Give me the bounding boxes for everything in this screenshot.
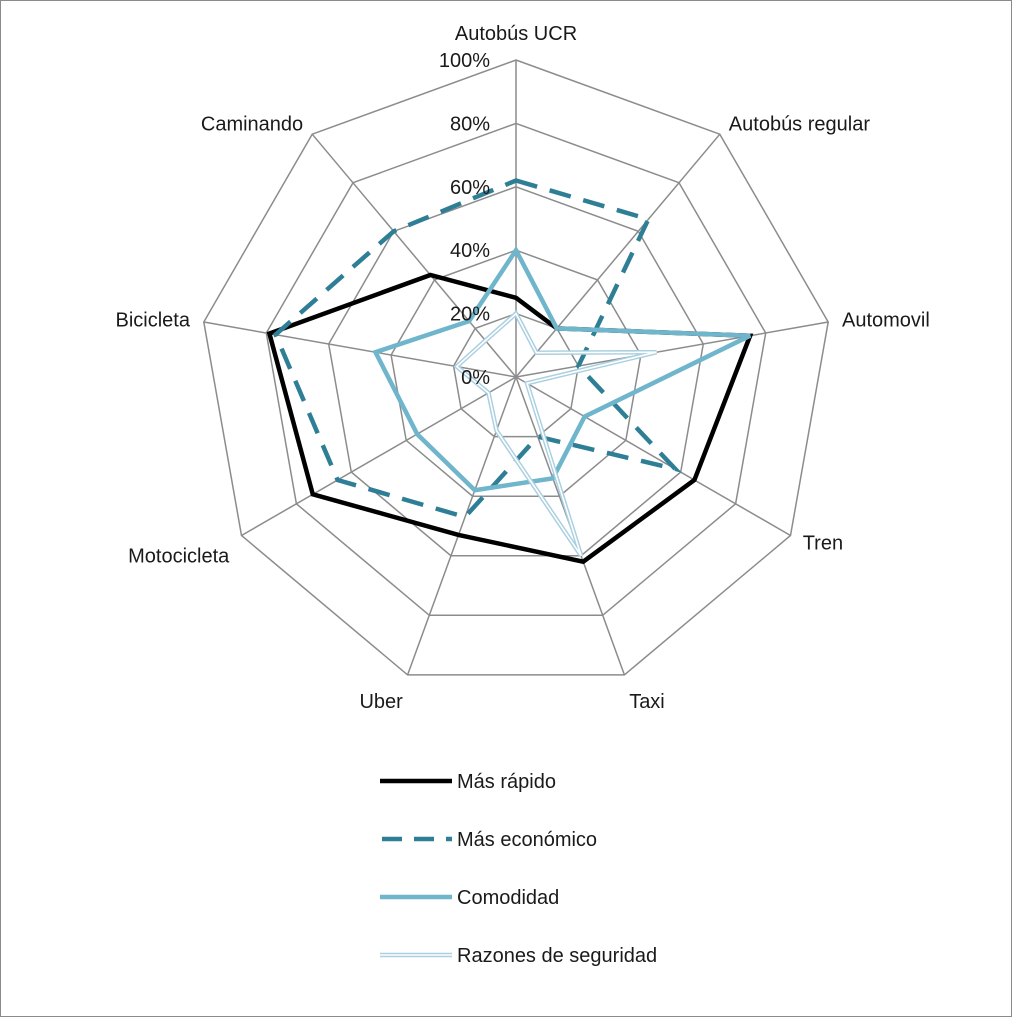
tick-label-3: 60% (450, 177, 490, 199)
category-label-autobus-regular: Autobús regular (729, 113, 871, 135)
legend-item-mas-economico: Más económico (382, 829, 597, 851)
legend-label: Comodidad (457, 887, 559, 909)
category-labels: Autobús UCR Autobús regular Automovil Tren T… (116, 23, 930, 713)
category-label-uber: Uber (359, 691, 403, 713)
legend-item-mas-rapido: Más rápido (380, 771, 556, 793)
spoke-motocicleta (241, 376, 517, 537)
legend: Más rápido Más económico Comodidad Razones … (380, 771, 657, 967)
tick-label-2: 40% (450, 240, 490, 262)
grid-ring-3 (327, 186, 705, 557)
series-razones-de-seguridad-inner (455, 312, 657, 557)
radar-grid (203, 59, 829, 676)
series-mas-economico (272, 178, 682, 520)
category-label-tren: Tren (803, 533, 843, 555)
tick-label-1: 20% (450, 304, 490, 326)
grid-ring-4 (265, 122, 767, 617)
spoke-bicicleta (203, 321, 517, 378)
grid-ring-1 (452, 312, 580, 438)
category-label-taxi: Taxi (629, 691, 665, 713)
legend-item-comodidad: Comodidad (380, 887, 559, 909)
tick-label-0: 0% (461, 367, 490, 389)
spoke-autobus-regular (515, 133, 721, 378)
tick-label-4: 80% (450, 113, 490, 135)
spoke-automovil (515, 321, 829, 378)
category-label-autobus-ucr: Autobús UCR (455, 23, 577, 45)
legend-label: Más rápido (457, 771, 556, 793)
radar-series (266, 178, 754, 565)
series-comodidad (372, 245, 752, 493)
radial-tick-labels: 0% 20% 40% 60% 80% 100% (439, 50, 490, 389)
category-label-bicicleta: Bicicleta (116, 310, 191, 332)
grid-ring-2 (390, 249, 642, 497)
category-label-automovil: Automovil (842, 310, 930, 332)
grid-ring-5 (203, 59, 829, 676)
category-label-caminando: Caminando (201, 113, 303, 135)
tick-label-5: 100% (439, 50, 490, 72)
category-label-motocicleta: Motocicleta (128, 546, 230, 568)
legend-label: Más económico (457, 829, 597, 851)
spoke-tren (515, 376, 791, 537)
legend-label: Razones de seguridad (457, 945, 657, 967)
spoke-caminando (311, 133, 517, 378)
legend-item-razones-de-seguridad: Razones de seguridad (380, 945, 657, 967)
